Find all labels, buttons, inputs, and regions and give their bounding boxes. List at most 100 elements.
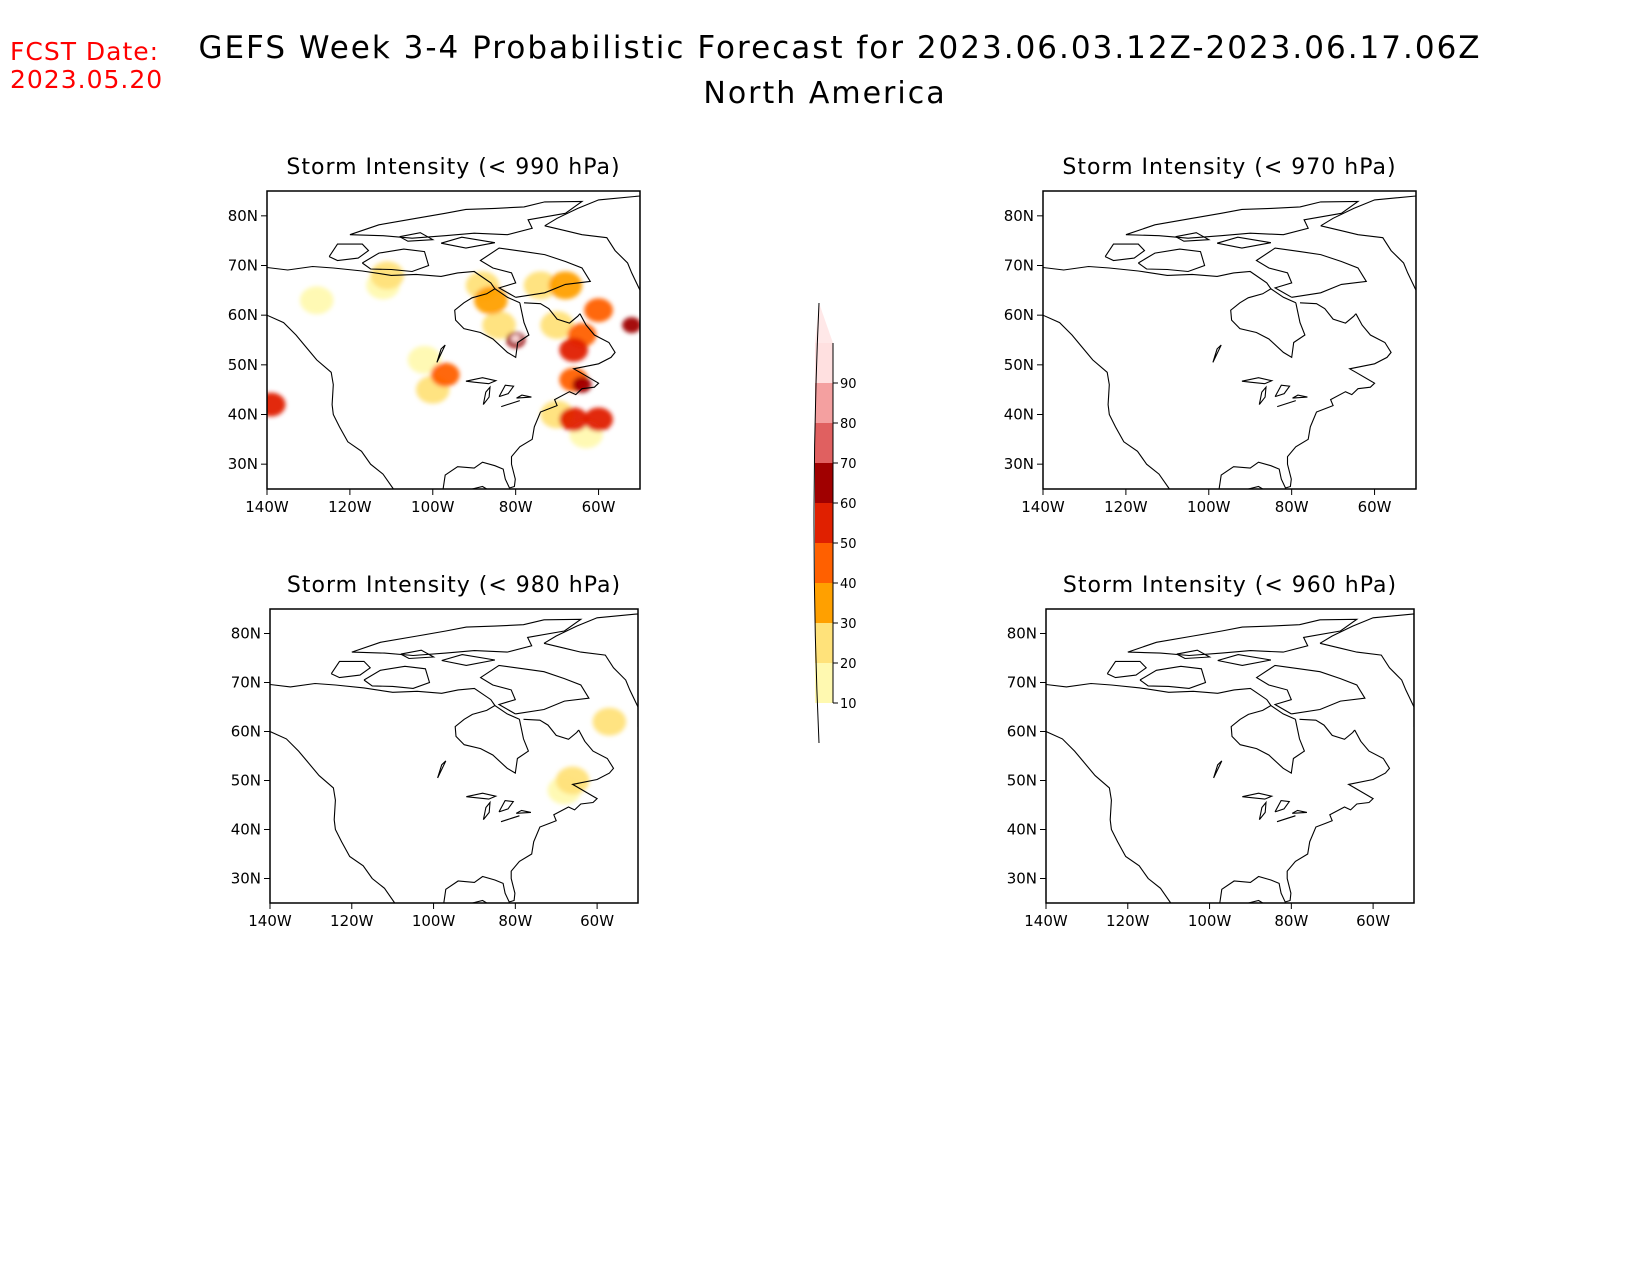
page-title: GEFS Week 3-4 Probabilistic Forecast for…: [198, 30, 1482, 66]
probability-region: [267, 392, 286, 417]
lat-tick-label: 80N: [228, 207, 258, 225]
panel-title: Storm Intensity (< 990 hPa): [286, 155, 620, 180]
colorbar-label: 60: [840, 497, 857, 512]
colorbar-swatch: [815, 543, 833, 583]
colorbar-label: 80: [840, 417, 857, 432]
lon-tick-label: 100W: [411, 498, 455, 516]
fcst-date-value: 2023.05.20: [10, 65, 164, 94]
region-subtitle: North America: [703, 76, 947, 111]
colorbar-label: 10: [840, 697, 857, 712]
colorbar-swatch: [815, 623, 833, 663]
colorbar-label: 20: [840, 657, 857, 672]
colorbar-swatch: [815, 663, 833, 703]
lon-tick-label: 60W: [580, 912, 614, 930]
map-frame: [266, 190, 641, 490]
colorbar-label: 90: [840, 377, 857, 392]
lat-tick-label: 30N: [228, 455, 258, 473]
panel-storm-970: Storm Intensity (< 970 hPa) 80N 70N 60N 50N 4…: [1004, 155, 1417, 516]
lon-tick-label: 100W: [1188, 912, 1232, 930]
coastline-map: [267, 195, 640, 489]
probability-region: [407, 345, 442, 374]
lat-tick-label: 50N: [1007, 772, 1037, 790]
probability-region: [572, 376, 592, 393]
lon-tick-label: 80W: [498, 912, 532, 930]
probability-region: [548, 271, 583, 300]
fcst-date-caption: FCST Date:: [10, 37, 160, 66]
probability-region: [474, 286, 508, 315]
colorbar-label: 40: [840, 577, 857, 592]
colorbar-swatch: [815, 343, 833, 383]
lat-tick-label: 60N: [231, 723, 261, 741]
panel-title: Storm Intensity (< 970 hPa): [1062, 155, 1396, 180]
coastline-map: [270, 613, 638, 903]
lon-tick-label: 120W: [1104, 498, 1148, 516]
colorbar-legend: 10 20 30 40 50 60 70 80 90: [813, 302, 857, 744]
lat-tick-label: 30N: [1007, 870, 1037, 888]
lon-tick-label: 140W: [1021, 498, 1065, 516]
probability-region: [523, 271, 558, 300]
probability-region: [584, 407, 613, 432]
colorbar-label: 50: [840, 537, 857, 552]
colorbar-swatch: [815, 463, 833, 503]
colorbar-swatch: [815, 423, 833, 463]
colorbar-swatch: [815, 383, 833, 423]
panel-title: Storm Intensity (< 960 hPa): [1063, 573, 1397, 598]
lon-tick-label: 140W: [1024, 912, 1068, 930]
lat-tick-label: 70N: [1004, 257, 1034, 275]
probability-region: [622, 317, 640, 334]
colorbar-label: 70: [840, 457, 857, 472]
probability-region: [559, 407, 589, 432]
forecast-date-label: FCST Date: 2023.05.20: [10, 38, 163, 94]
panel-title: Storm Intensity (< 980 hPa): [287, 573, 621, 598]
colorbar-swatch: [815, 583, 833, 623]
lon-tick-label: 140W: [245, 498, 289, 516]
lon-tick-label: 100W: [1187, 498, 1231, 516]
lon-tick-label: 120W: [330, 912, 374, 930]
lon-tick-label: 120W: [1106, 912, 1150, 930]
lat-tick-label: 30N: [1004, 455, 1034, 473]
lat-tick-label: 30N: [231, 870, 261, 888]
lat-tick-label: 70N: [228, 257, 258, 275]
lat-tick-label: 60N: [1007, 723, 1037, 741]
probability-region: [555, 766, 590, 795]
panel-storm-960: Storm Intensity (< 960 hPa) 80N 70N 60N 50N 4…: [1007, 573, 1415, 930]
lat-tick-label: 80N: [1007, 625, 1037, 643]
probability-region: [482, 311, 516, 340]
lat-tick-label: 80N: [231, 625, 261, 643]
map-frame: [1045, 608, 1415, 904]
map-frame: [1042, 190, 1417, 490]
lat-tick-label: 40N: [231, 821, 261, 839]
probability-region: [370, 261, 404, 290]
panel-storm-990: Storm Intensity (< 990 hPa) 80N 70N 60N 50N 4…: [228, 155, 641, 516]
lat-tick-label: 70N: [231, 674, 261, 692]
lon-tick-label: 60W: [582, 498, 616, 516]
probability-region: [510, 334, 521, 343]
lon-tick-label: 80W: [499, 498, 533, 516]
probability-region: [430, 362, 460, 387]
lat-tick-label: 70N: [1007, 674, 1037, 692]
lon-tick-label: 80W: [1275, 498, 1309, 516]
map-frame: [269, 608, 639, 904]
lat-tick-label: 40N: [228, 406, 258, 424]
probability-region: [540, 311, 574, 340]
lat-tick-label: 60N: [228, 306, 258, 324]
panel-storm-980: Storm Intensity (< 980 hPa) 80N 70N 60N 50N 4…: [231, 573, 639, 930]
lat-tick-label: 80N: [1004, 207, 1034, 225]
lat-tick-label: 50N: [228, 356, 258, 374]
lat-tick-label: 50N: [1004, 356, 1034, 374]
lon-tick-label: 120W: [328, 498, 372, 516]
colorbar-label: 30: [840, 617, 857, 632]
lat-tick-label: 40N: [1007, 821, 1037, 839]
lat-tick-label: 50N: [231, 772, 261, 790]
lon-tick-label: 100W: [412, 912, 456, 930]
lon-tick-label: 80W: [1274, 912, 1308, 930]
probability-region: [592, 707, 627, 736]
lat-tick-label: 60N: [1004, 306, 1034, 324]
coastline-map: [1046, 613, 1414, 903]
probability-region: [559, 337, 589, 362]
probability-region: [299, 286, 334, 315]
lon-tick-label: 60W: [1358, 498, 1392, 516]
lon-tick-label: 60W: [1356, 912, 1390, 930]
colorbar-swatch: [815, 503, 833, 543]
